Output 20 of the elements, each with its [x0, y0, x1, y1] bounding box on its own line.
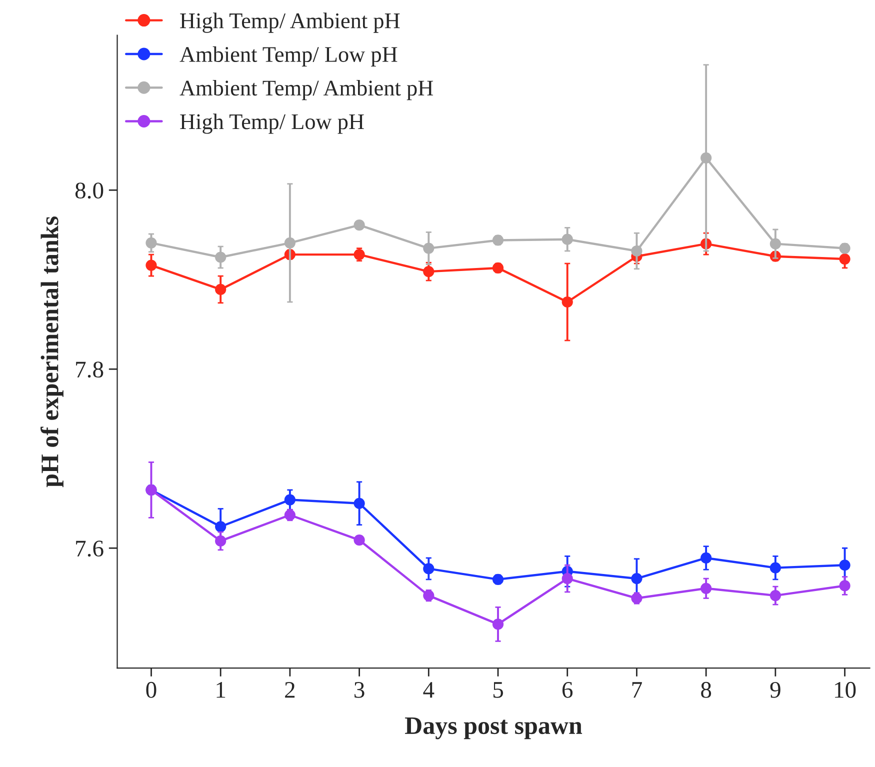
legend-label: High Temp/ Ambient pH	[180, 12, 400, 33]
legend-label: Ambient Temp/ Ambient pH	[180, 80, 434, 100]
x-tick-label: 10	[835, 682, 856, 698]
x-tick-label: 6	[562, 682, 573, 698]
legend-label: High Temp/ Low pH	[180, 114, 364, 134]
legend-label: Ambient Temp/ Low pH	[180, 46, 398, 67]
x-tick-label: 5	[493, 682, 503, 698]
y-tick-label: 8.0	[75, 182, 104, 199]
x-tick-label: 3	[354, 682, 364, 698]
x-tick-label: 1	[216, 682, 226, 698]
x-tick-label: 9	[770, 682, 780, 698]
y-tick-label: 7.8	[76, 362, 104, 378]
x-tick-label: 4	[423, 682, 434, 698]
y-axis-title: pH of experimental tanks	[40, 216, 64, 488]
x-tick-label: 2	[285, 682, 295, 698]
x-tick-label: 7	[632, 682, 642, 698]
x-tick-label: 8	[701, 682, 712, 698]
x-axis-title: Days post spawn	[405, 717, 582, 740]
x-tick-label: 0	[146, 682, 156, 698]
y-tick-label: 7.6	[76, 540, 104, 557]
